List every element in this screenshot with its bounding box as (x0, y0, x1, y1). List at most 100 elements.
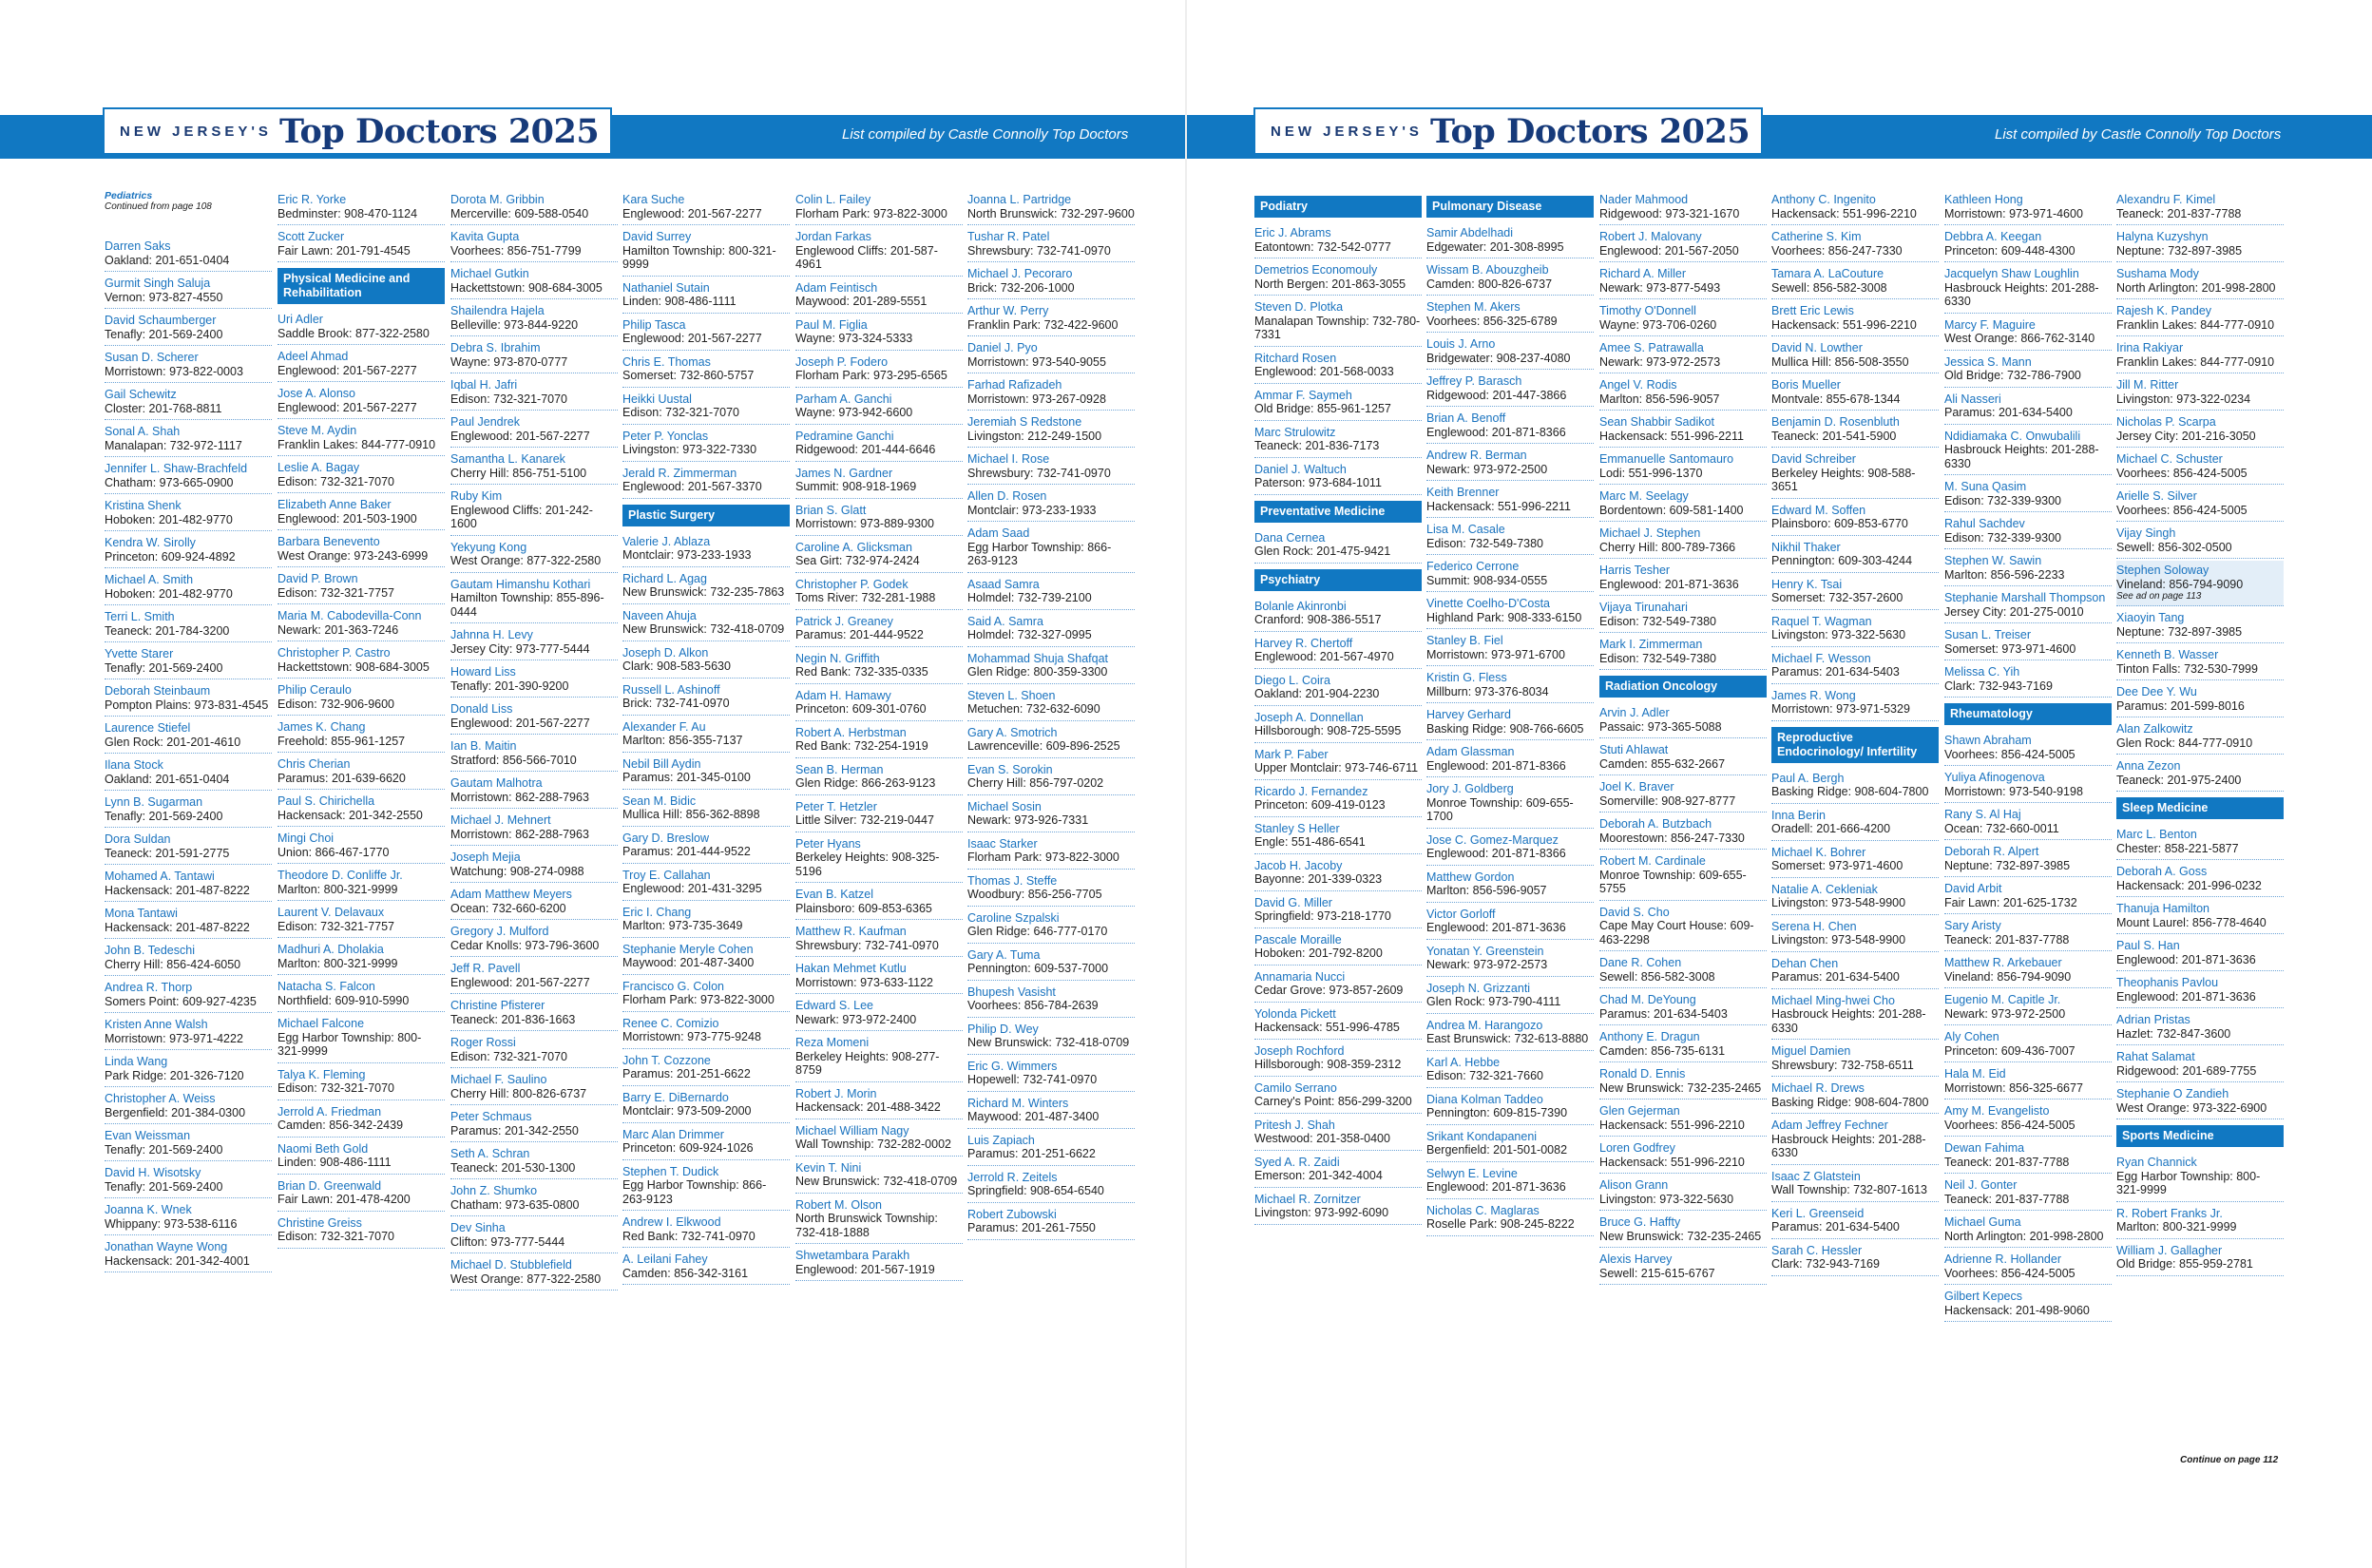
doctor-listing: Peter Schmaus Paramus: 201-342-2550 (450, 1107, 618, 1142)
doctor-name: Iqbal H. Jafri (450, 378, 518, 392)
doctor-name: Sean Shabbir Sadikot (1599, 415, 1714, 429)
doctor-listing: Christopher A. Weiss Bergenfield: 201-384… (105, 1089, 272, 1124)
doctor-listing: Nebil Bill Aydin Paramus: 201-345-0100 (622, 755, 790, 790)
doctor-listing: Paul Jendrek Englewood: 201-567-2277 (450, 412, 618, 448)
doctor-listing: Alison Grann Livingston: 973-322-5630 (1599, 1176, 1767, 1211)
doctor-location-phone: Ridgewood: 201-689-7755 (2116, 1063, 2257, 1078)
doctor-listing: Timothy O'Donnell Wayne: 973-706-0260 (1599, 301, 1767, 336)
doctor-name: Keith Brenner (1426, 486, 1500, 499)
doctor-listing: Chris E. Thomas Somerset: 732-860-5757 (622, 353, 790, 388)
doctor-name: Mohamed A. Tantawi (105, 870, 215, 883)
doctor-listing: Louis J. Arno Bridgewater: 908-237-4080 (1426, 335, 1594, 370)
doctor-listing: Ndidiamaka C. Onwubalili Hasbrouck Height… (1944, 427, 2112, 475)
doctor-listing: Syed A. R. Zaidi Emerson: 201-342-4004 (1254, 1153, 1422, 1188)
doctor-listing: Susan D. Scherer Morristown: 973-822-0003 (105, 348, 272, 383)
doctor-name: Peter P. Yonclas (622, 429, 709, 443)
doctor-name: Andrew I. Elkwood (622, 1215, 721, 1229)
doctor-listing: David N. Lowther Mullica Hill: 856-508-35… (1771, 338, 1939, 373)
doctor-listing: Yonatan Y. Greenstein Newark: 973-972-257… (1426, 942, 1594, 977)
doctor-name: Matthew R. Kaufman (795, 925, 907, 938)
doctor-location-phone: Teaneck: 201-837-7788 (2116, 206, 2242, 220)
doctor-listing: Jacquelyn Shaw Loughlin Hasbrouck Heights… (1944, 264, 2112, 314)
doctor-name: David Schreiber (1771, 452, 1856, 466)
doctor-location-phone: Marlton: 856-596-9057 (1599, 392, 1720, 406)
doctor-name: Brian A. Benoff (1426, 411, 1506, 425)
doctor-name: Henry K. Tsai (1771, 577, 1843, 591)
doctor-name: Jill M. Ritter (2116, 378, 2179, 392)
doctor-location-phone: Englewood: 201-871-3636 (1426, 921, 1566, 934)
doctor-listing: Joseph P. Fodero Florham Park: 973-295-65… (795, 353, 963, 388)
doctor-name: Michael Ming-hwei Cho (1771, 993, 1895, 1007)
doctor-listing: Jerald R. Zimmerman Englewood: 201-567-33… (622, 464, 790, 499)
doctor-listing: Andrea M. Harangozo East Brunswick: 732-6… (1426, 1016, 1594, 1051)
doctor-name: Jacob H. Jacoby (1254, 858, 1343, 872)
doctor-name: David P. Brown (277, 572, 358, 585)
doctor-location-phone: Clark: 908-583-5630 (622, 660, 731, 673)
doctor-location-phone: Wall Township: 732-807-1613 (1771, 1183, 1927, 1196)
doctor-name: Michael F. Wesson (1771, 651, 1871, 665)
doctor-location-phone: Monroe Township: 609-655-5755 (1599, 868, 1747, 896)
doctor-name: Debbra A. Keegan (1944, 230, 2042, 243)
doctor-listing: Jessica S. Mann Old Bridge: 732-786-7900 (1944, 353, 2112, 388)
doctor-location-phone: Freehold: 855-961-1257 (277, 734, 406, 748)
doctor-location-phone: Morristown: 856-325-6677 (1944, 1080, 2083, 1095)
doctor-location-phone: Pennington: 609-303-4244 (1771, 554, 1913, 567)
doctor-listing: Shawn Abraham Voorhees: 856-424-5005 (1944, 731, 2112, 766)
doctor-name: Shailendra Hajela (450, 304, 545, 317)
doctor-name: Chris E. Thomas (622, 354, 711, 369)
doctor-listing: Deborah Steinbaum Pompton Plains: 973-831… (105, 681, 272, 717)
doctor-name: Camilo Serrano (1254, 1080, 1337, 1095)
doctor-listing: Brett Eric Lewis Hackensack: 551-996-2210 (1771, 301, 1939, 336)
doctor-location-phone: Tenafly: 201-569-2400 (105, 660, 223, 675)
doctor-listing: Russell L. Ashinoff Brick: 732-741-0970 (622, 680, 790, 716)
doctor-listing: Paul S. Chirichella Hackensack: 201-342-2… (277, 792, 445, 827)
doctor-listing: Harris Tesher Englewood: 201-871-3636 (1599, 561, 1767, 596)
doctor-location-phone: Cherry Hill: 856-751-5100 (450, 466, 587, 480)
doctor-location-phone: Paramus: 201-634-5400 (1771, 970, 1900, 984)
doctor-name: Pascale Moraille (1254, 932, 1342, 947)
doctor-listing: Gautam Malhotra Morristown: 862-288-7963 (450, 774, 618, 809)
doctor-location-phone: Teaneck: 201-837-7788 (1944, 932, 2070, 947)
doctor-listing: Stephen T. Dudick Egg Harbor Township: 86… (622, 1162, 790, 1211)
doctor-listing: Jose C. Gomez-Marquez Englewood: 201-871-… (1426, 831, 1594, 866)
doctor-name: John B. Tedeschi (105, 944, 195, 957)
doctor-listing: Roger Rossi Edison: 732-321-7070 (450, 1033, 618, 1068)
doctor-name: Michael Sosin (967, 799, 1042, 813)
doctor-listing: Mark P. Faber Upper Montclair: 973-746-67… (1254, 745, 1422, 780)
doctor-name: Debra S. Ibrahim (450, 341, 541, 354)
logo-title: Top Doctors 2025 (1429, 111, 1750, 151)
doctor-name: Gurmit Singh Saluja (105, 277, 211, 290)
doctor-listing: Karl A. Hebbe Edison: 732-321-7660 (1426, 1053, 1594, 1088)
doctor-listing: Michael D. Stubblefield West Orange: 877-… (450, 1255, 618, 1291)
doctor-listing: Jerrold A. Friedman Camden: 856-342-2439 (277, 1102, 445, 1138)
doctor-location-phone: Passaic: 973-365-5088 (1599, 719, 1722, 734)
doctor-name: Alison Grann (1599, 1178, 1669, 1192)
doctor-listing: Richard A. Miller Newark: 973-877-5493 (1599, 264, 1767, 299)
doctor-listing: Brian S. Glatt Morristown: 973-889-9300 (795, 501, 963, 536)
ad-reference-note: See ad on page 113 (2116, 591, 2202, 602)
doctor-listing: David S. Cho Cape May Court House: 609-46… (1599, 903, 1767, 951)
doctor-name: Donald Liss (450, 702, 513, 716)
doctor-listing: Evan B. Katzel Plainsboro: 609-853-6365 (795, 885, 963, 920)
doctor-listing: Joseph N. Grizzanti Glen Rock: 973-790-41… (1426, 979, 1594, 1014)
doctor-name: Harvey Gerhard (1426, 708, 1511, 721)
doctor-name: Linda Wang (105, 1055, 168, 1068)
doctor-listing: Annamaria Nucci Cedar Grove: 973-857-2609 (1254, 967, 1422, 1003)
doctor-listing: Lisa M. Casale Edison: 732-549-7380 (1426, 520, 1594, 555)
doctor-name: Theophanis Pavlou (2116, 976, 2219, 989)
doctor-listing: Jordan Farkas Englewood Cliffs: 201-587-4… (795, 227, 963, 277)
doctor-location-phone: Teaneck: 201-530-1300 (450, 1160, 576, 1175)
doctor-name: David Arbit (1944, 882, 2002, 895)
doctor-listing: Anthony C. Ingenito Hackensack: 551-996-2… (1771, 190, 1939, 225)
doctor-listing: Nicholas C. Maglaras Roselle Park: 908-24… (1426, 1201, 1594, 1236)
doctor-name: Mona Tantawi (105, 907, 178, 920)
doctor-listing: Rany S. Al Haj Ocean: 732-660-0011 (1944, 805, 2112, 840)
doctor-listing: Edward S. Lee Newark: 973-972-2400 (795, 996, 963, 1031)
doctor-listing: Alan Zalkowitz Glen Rock: 844-777-0910 (2116, 719, 2284, 755)
doctor-name: Ilana Stock (105, 758, 163, 772)
doctor-listing: Gail Schewitz Closter: 201-768-8811 (105, 385, 272, 420)
doctor-location-phone: Cranford: 908-386-5517 (1254, 613, 1382, 626)
doctor-location-phone: Mullica Hill: 856-508-3550 (1771, 354, 1909, 369)
doctor-listing: Elizabeth Anne Baker Englewood: 201-503-1… (277, 495, 445, 530)
doctor-location-phone: Red Bank: 732-254-1919 (795, 739, 928, 753)
